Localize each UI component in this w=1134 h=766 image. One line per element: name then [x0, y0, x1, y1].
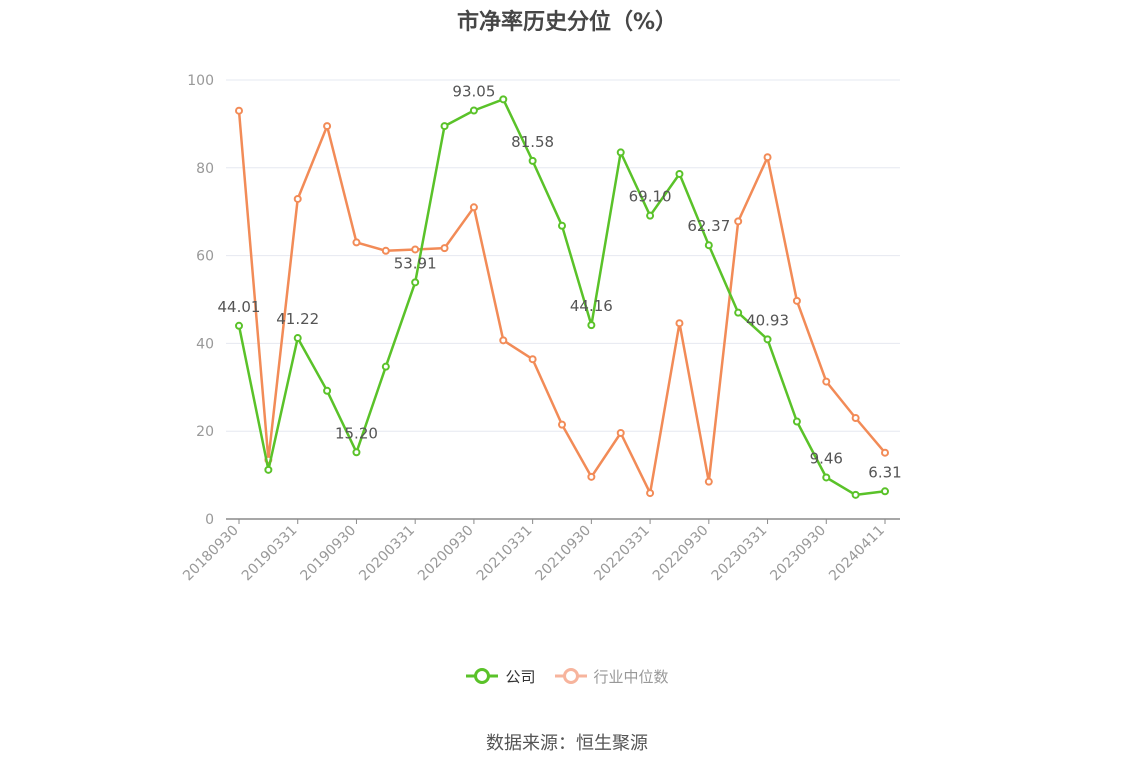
data-label: 44.16	[570, 297, 613, 315]
x-tick-label: 20230930	[767, 523, 829, 585]
x-tick-label: 20240411	[826, 523, 888, 585]
data-point-industry-median	[381, 246, 390, 255]
legend-item-company[interactable]: 公司	[465, 666, 536, 687]
x-tick-label: 20210331	[474, 523, 536, 585]
data-point-industry-median	[881, 448, 889, 457]
data-point-company	[646, 211, 655, 220]
legend-label-industry-median: 行业中位数	[593, 667, 669, 686]
x-tick-label: 20210930	[532, 523, 594, 585]
data-point-industry-median	[528, 355, 537, 364]
data-point-industry-median	[352, 238, 361, 247]
data-point-industry-median	[499, 336, 508, 345]
data-point-industry-median	[704, 477, 713, 486]
x-tick-label: 20200331	[356, 523, 418, 585]
data-point-industry-median	[646, 489, 655, 498]
data-point-company	[734, 308, 743, 317]
data-point-industry-median	[235, 106, 243, 115]
x-tick-label: 20190331	[239, 523, 301, 585]
data-point-company	[558, 221, 566, 230]
legend-line-icon	[554, 668, 587, 684]
data-point-company	[235, 321, 243, 330]
data-point-industry-median	[440, 244, 449, 253]
data-label: 6.31	[868, 463, 901, 481]
y-tick-label: 80	[196, 161, 214, 177]
data-point-company	[675, 169, 684, 178]
data-point-company	[440, 122, 449, 131]
source-note: 数据来源：恒生聚源	[486, 733, 648, 754]
data-point-company	[763, 335, 772, 344]
data-point-industry-median	[763, 153, 772, 162]
x-tick-label: 20220930	[650, 523, 712, 585]
y-tick-label: 0	[205, 512, 214, 528]
data-labels: 44.01 41.22 15.20 53.91 93.05 81.58 44.16 69.10…	[218, 83, 902, 482]
legend-line-icon	[466, 668, 499, 684]
data-label: 93.05	[452, 83, 495, 101]
data-label: 62.37	[687, 217, 730, 235]
data-point-industry-median	[411, 245, 420, 254]
data-point-company	[528, 156, 537, 165]
data-point-company	[792, 417, 801, 426]
data-label: 69.10	[629, 188, 672, 206]
data-point-industry-median	[469, 203, 478, 212]
data-point-company	[352, 448, 361, 457]
data-label: 40.93	[746, 311, 789, 329]
data-point-industry-median	[616, 428, 625, 437]
data-label: 53.91	[394, 254, 437, 272]
y-tick-label: 20	[196, 424, 214, 440]
data-point-company	[704, 241, 713, 250]
series	[235, 95, 889, 499]
x-tick-label: 20200930	[415, 523, 477, 585]
data-point-company	[469, 106, 478, 115]
data-point-company	[822, 473, 831, 482]
x-tick-label: 20220331	[591, 523, 653, 585]
x-tick-label: 20180930	[180, 523, 242, 585]
data-point-industry-median	[587, 472, 596, 481]
data-point-company	[616, 148, 625, 157]
data-point-industry-median	[792, 296, 801, 305]
data-point-company	[323, 386, 332, 395]
data-point-company	[881, 487, 889, 496]
data-point-industry-median	[293, 194, 302, 203]
grid-lines	[226, 79, 900, 432]
data-point-industry-median	[734, 217, 743, 226]
data-point-company	[851, 490, 860, 499]
y-tick-label: 60	[196, 249, 214, 265]
data-label: 44.01	[218, 298, 261, 316]
data-point-company	[411, 278, 420, 287]
data-point-industry-median	[323, 122, 332, 131]
data-label: 41.22	[276, 310, 319, 328]
data-point-industry-median	[675, 319, 684, 328]
data-point-company	[264, 465, 273, 474]
data-point-industry-median	[822, 377, 831, 386]
x-tick-label: 20190930	[298, 523, 360, 585]
x-tick-label: 20230331	[709, 523, 771, 585]
data-point-industry-median	[851, 414, 860, 423]
data-point-industry-median	[558, 420, 566, 429]
data-label: 9.46	[810, 449, 843, 467]
data-label: 15.20	[335, 424, 378, 442]
data-label: 81.58	[511, 133, 554, 151]
data-point-company	[587, 321, 596, 330]
legend-item-industry-median[interactable]: 行业中位数	[554, 666, 669, 687]
y-tick-label: 40	[196, 336, 214, 352]
data-point-company	[293, 334, 302, 343]
legend: 公司 行业中位数	[0, 664, 1134, 688]
data-point-company	[381, 362, 390, 371]
chart-title: 市净率历史分位（%）	[456, 10, 678, 35]
y-tick-label: 100	[187, 73, 214, 89]
data-point-company	[499, 95, 508, 104]
legend-label-company: 公司	[505, 667, 536, 686]
